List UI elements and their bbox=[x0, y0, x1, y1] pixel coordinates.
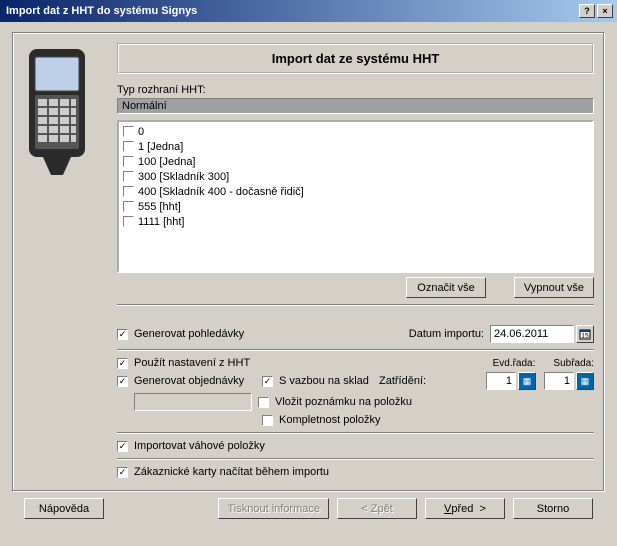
list-item-label: 1111 [hht] bbox=[138, 216, 184, 228]
sub-picker-icon[interactable]: ▦ bbox=[576, 372, 594, 390]
window-body: Import dat ze systému HHT Typ rozhraní H… bbox=[0, 22, 617, 527]
calendar-icon[interactable]: 15 bbox=[576, 325, 594, 343]
cancel-label: Storno bbox=[537, 503, 569, 515]
checkbox-insert-note[interactable] bbox=[258, 397, 269, 408]
sub-value: 1 bbox=[564, 375, 570, 387]
completeness-label: Kompletnost položky bbox=[279, 414, 381, 426]
next-label-u: V bbox=[444, 503, 451, 515]
checkbox-completeness[interactable] bbox=[262, 415, 273, 426]
separator bbox=[117, 349, 594, 351]
separator bbox=[117, 304, 594, 306]
list-item-label: 1 [Jedna] bbox=[138, 141, 183, 153]
list-item-label: 0 bbox=[138, 126, 144, 138]
sub-input[interactable]: 1 bbox=[544, 372, 574, 390]
checkbox-icon[interactable] bbox=[123, 126, 134, 137]
checkbox-use-hht[interactable]: ✓ bbox=[117, 358, 128, 369]
import-date-label: Datum importu: bbox=[409, 328, 484, 340]
checkbox-icon[interactable] bbox=[123, 141, 134, 152]
separator bbox=[117, 458, 594, 460]
main-panel: Import dat ze systému HHT Typ rozhraní H… bbox=[12, 32, 605, 492]
checkbox-icon[interactable] bbox=[123, 171, 134, 182]
checkbox-icon[interactable] bbox=[123, 186, 134, 197]
hht-device-icon bbox=[23, 47, 91, 177]
customer-cards-label: Zákaznické karty načítat během importu bbox=[134, 466, 329, 478]
classification-label: Zatřídění: bbox=[379, 375, 486, 387]
list-item-label: 400 [Skladník 400 - dočasně řidič] bbox=[138, 186, 304, 198]
next-label: před > bbox=[451, 503, 486, 515]
insert-note-label: Vložit poznámku na položku bbox=[275, 396, 412, 408]
list-button-row: Označit vše Vypnout vše bbox=[117, 277, 594, 298]
checkbox-customer-cards[interactable]: ✓ bbox=[117, 467, 128, 478]
list-item-label: 555 [hht] bbox=[138, 201, 181, 213]
list-item[interactable]: 400 [Skladník 400 - dočasně řidič] bbox=[123, 184, 588, 199]
interface-type-value: Normální bbox=[117, 98, 594, 114]
list-item[interactable]: 1 [Jedna] bbox=[123, 139, 588, 154]
hht-list[interactable]: 0 1 [Jedna] 100 [Jedna] 300 [Skladník 30… bbox=[117, 120, 594, 273]
bottom-button-bar: Nápověda Tisknout informace < Zpět Vpřed… bbox=[12, 492, 605, 519]
cancel-button[interactable]: Storno bbox=[513, 498, 593, 519]
evd-picker-icon[interactable]: ▦ bbox=[518, 372, 536, 390]
list-item[interactable]: 300 [Skladník 300] bbox=[123, 169, 588, 184]
svg-text:15: 15 bbox=[581, 333, 589, 340]
interface-type-label: Typ rozhraní HHT: bbox=[117, 84, 594, 96]
help-label: Nápověda bbox=[39, 503, 89, 515]
separator bbox=[117, 432, 594, 434]
import-date-input[interactable]: 24.06.2011 bbox=[490, 325, 574, 343]
sub-label: Subřada: bbox=[553, 358, 594, 369]
list-item[interactable]: 100 [Jedna] bbox=[123, 154, 588, 169]
checkbox-icon[interactable] bbox=[123, 156, 134, 167]
select-all-button[interactable]: Označit vše bbox=[406, 277, 486, 298]
device-image-column bbox=[23, 43, 117, 481]
back-button: < Zpět bbox=[337, 498, 417, 519]
print-info-button: Tisknout informace bbox=[218, 498, 329, 519]
options-area: ✓ Generovat pohledávky Datum importu: 24… bbox=[117, 322, 594, 481]
evd-value: 1 bbox=[506, 375, 512, 387]
list-item-label: 300 [Skladník 300] bbox=[138, 171, 229, 183]
list-item[interactable]: 555 [hht] bbox=[123, 199, 588, 214]
use-hht-label: Použít nastavení z HHT bbox=[134, 357, 493, 369]
panel-heading: Import dat ze systému HHT bbox=[117, 43, 594, 74]
checkbox-stock-link[interactable]: ✓ bbox=[262, 376, 273, 387]
close-button[interactable]: × bbox=[597, 4, 613, 18]
gen-orders-label: Generovat objednávky bbox=[134, 375, 262, 387]
gen-receivables-label: Generovat pohledávky bbox=[134, 328, 409, 340]
checkbox-import-weight[interactable]: ✓ bbox=[117, 441, 128, 452]
next-button[interactable]: Vpřed > bbox=[425, 498, 505, 519]
back-label: < Zpět bbox=[361, 503, 393, 515]
deselect-all-button[interactable]: Vypnout vše bbox=[514, 277, 594, 298]
import-date-value: 24.06.2011 bbox=[494, 328, 548, 340]
checkbox-gen-orders[interactable]: ✓ bbox=[117, 376, 128, 387]
checkbox-icon[interactable] bbox=[123, 216, 134, 227]
stock-link-label: S vazbou na sklad bbox=[279, 375, 379, 387]
right-column: Import dat ze systému HHT Typ rozhraní H… bbox=[117, 43, 594, 481]
list-item-label: 100 [Jedna] bbox=[138, 156, 196, 168]
evd-input[interactable]: 1 bbox=[486, 372, 516, 390]
print-label: Tisknout informace bbox=[227, 503, 320, 515]
checkbox-icon[interactable] bbox=[123, 201, 134, 212]
evd-label: Evd.řada: bbox=[493, 358, 536, 369]
window-title: Import dat z HHT do systému Signys bbox=[4, 5, 577, 17]
help-button[interactable]: ? bbox=[579, 4, 595, 18]
import-weight-label: Importovat váhové položky bbox=[134, 440, 265, 452]
list-item[interactable]: 1111 [hht] bbox=[123, 214, 588, 229]
checkbox-gen-receivables[interactable]: ✓ bbox=[117, 329, 128, 340]
orders-subfield bbox=[134, 393, 252, 411]
list-item[interactable]: 0 bbox=[123, 124, 588, 139]
titlebar: Import dat z HHT do systému Signys ? × bbox=[0, 0, 617, 22]
help-button-bottom[interactable]: Nápověda bbox=[24, 498, 104, 519]
